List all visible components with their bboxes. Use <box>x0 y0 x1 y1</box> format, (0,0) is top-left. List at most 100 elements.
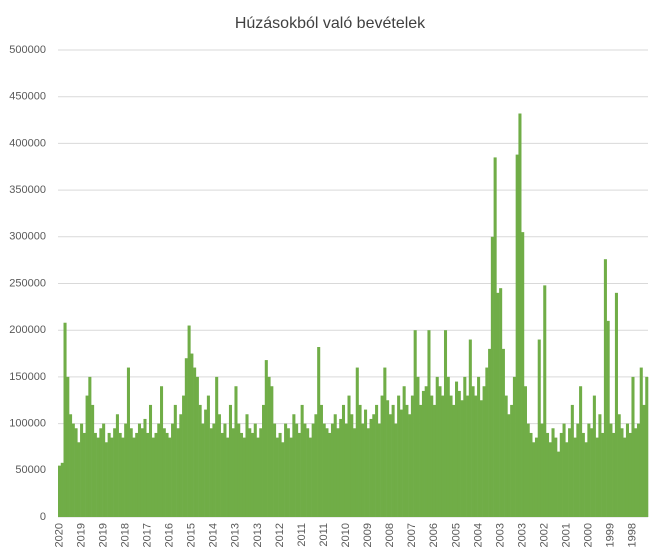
bar <box>441 395 445 517</box>
bar <box>242 437 246 517</box>
bar <box>256 437 260 517</box>
bar <box>121 437 125 517</box>
bar <box>609 423 613 517</box>
bar <box>380 395 384 517</box>
bar <box>372 414 376 517</box>
bar <box>179 414 183 517</box>
x-tick-label: 2006 <box>428 523 440 547</box>
bar <box>223 423 227 517</box>
y-tick-label: 0 <box>40 511 46 523</box>
bar <box>468 339 472 517</box>
bar <box>573 437 577 517</box>
bar <box>146 432 150 517</box>
bar <box>449 395 453 517</box>
bar <box>248 428 252 517</box>
bar <box>631 376 635 517</box>
x-tick-label: 2002 <box>539 523 551 547</box>
bar <box>336 428 340 517</box>
y-tick-label: 350000 <box>9 184 46 196</box>
bar <box>168 437 172 517</box>
bar <box>636 423 641 517</box>
bar <box>592 395 596 517</box>
bar <box>455 381 459 517</box>
bar <box>361 423 365 517</box>
bar <box>135 432 139 517</box>
bar <box>369 418 373 517</box>
bar <box>234 386 238 517</box>
bar <box>162 428 166 517</box>
bar <box>82 432 86 517</box>
bar <box>490 236 494 518</box>
bar <box>344 423 348 517</box>
y-tick-label: 400000 <box>9 137 46 149</box>
bar <box>639 367 643 517</box>
bar <box>317 347 321 517</box>
bar <box>383 367 387 517</box>
bar <box>176 428 180 517</box>
bar <box>347 395 351 517</box>
x-tick-label: 2015 <box>186 523 198 547</box>
bar <box>71 423 75 517</box>
bar <box>284 423 288 517</box>
bar <box>278 432 282 517</box>
bar <box>377 423 381 517</box>
bar <box>603 259 607 517</box>
bar <box>209 428 213 517</box>
bar <box>198 404 202 517</box>
x-tick-label: 2008 <box>384 523 396 547</box>
bar <box>99 428 103 517</box>
bar <box>140 428 144 517</box>
x-tick-label: 2019 <box>97 523 109 547</box>
bar <box>427 330 431 517</box>
y-tick-label: 150000 <box>9 371 46 383</box>
bar <box>259 428 263 517</box>
bar <box>628 432 632 517</box>
bar <box>93 432 97 517</box>
bar <box>270 386 274 517</box>
bar <box>645 376 649 517</box>
bar <box>237 423 241 517</box>
bar <box>289 437 293 517</box>
bar <box>518 113 522 518</box>
bar <box>85 395 89 517</box>
bar <box>204 409 208 517</box>
bar <box>606 320 610 517</box>
bar <box>217 414 221 517</box>
bar <box>584 442 588 517</box>
bar <box>195 376 199 517</box>
bar <box>548 442 552 517</box>
bar <box>339 418 343 517</box>
x-tick-label: 2012 <box>274 523 286 547</box>
bar <box>496 292 500 517</box>
bar <box>466 395 470 517</box>
bar <box>642 404 646 517</box>
y-tick-label: 450000 <box>9 91 46 103</box>
x-tick-label: 2010 <box>340 523 352 547</box>
bar <box>245 414 249 517</box>
bar <box>551 428 555 517</box>
bar <box>408 414 412 517</box>
x-tick-label: 2005 <box>450 523 462 547</box>
bar <box>148 404 153 517</box>
bar <box>562 423 566 517</box>
bar <box>132 437 136 517</box>
x-tick-label: 2009 <box>362 523 374 547</box>
x-tick-label: 2003 <box>494 523 506 547</box>
bar <box>504 395 508 517</box>
bar <box>529 432 533 517</box>
bar <box>416 376 420 517</box>
bar <box>193 367 197 517</box>
bar <box>171 423 175 517</box>
bar <box>366 428 370 517</box>
bar <box>568 428 572 517</box>
bar <box>499 288 503 517</box>
bar <box>388 414 392 517</box>
bar <box>160 386 164 517</box>
bar <box>124 423 128 517</box>
bar <box>438 386 442 517</box>
bar <box>413 330 417 517</box>
bar <box>129 428 133 517</box>
x-tick-label: 2020 <box>53 523 65 547</box>
bar <box>435 376 439 517</box>
